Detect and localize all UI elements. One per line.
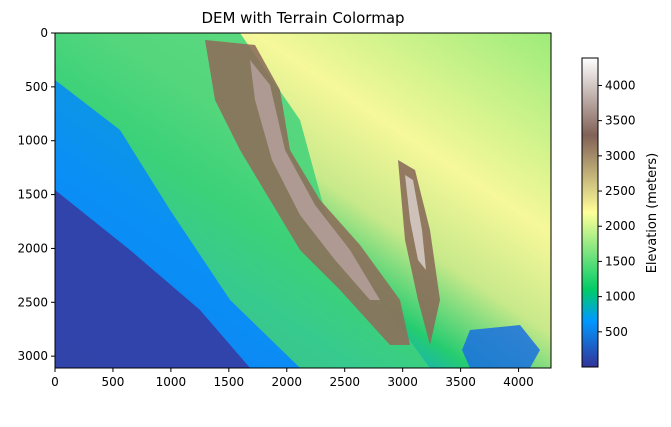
colorbar-tick-label: 1500 [605, 254, 636, 268]
y-tick-label: 2000 [17, 241, 48, 255]
chart-title: DEM with Terrain Colormap [201, 9, 404, 27]
colorbar-tick-label: 2000 [605, 219, 636, 233]
colorbar-ticks: 500 1000 1500 2000 2500 3000 3500 4000 [598, 78, 636, 339]
y-tick-label: 0 [40, 26, 48, 40]
dem-raster [55, 33, 551, 368]
deep-lowland [55, 190, 250, 368]
x-tick-label: 0 [51, 375, 59, 389]
y-axis-ticks: 0 500 1000 1500 2000 2500 3000 [17, 26, 55, 363]
x-tick-label: 1500 [214, 375, 245, 389]
y-tick-label: 3000 [17, 349, 48, 363]
colorbar-tick-label: 3000 [605, 149, 636, 163]
colorbar-tick-label: 2500 [605, 184, 636, 198]
x-tick-label: 2000 [272, 375, 303, 389]
eastern-peaks [405, 175, 426, 270]
plot-frame [54, 32, 552, 369]
x-tick-label: 4000 [503, 375, 534, 389]
colorbar-tick-label: 4000 [605, 78, 636, 92]
y-tick-label: 2500 [17, 295, 48, 309]
colorbar-tick-label: 500 [605, 325, 628, 339]
x-tick-label: 3500 [445, 375, 476, 389]
x-axis-ticks: 0 500 1000 1500 2000 2500 3000 3500 4000 [51, 368, 534, 389]
x-tick-label: 2500 [329, 375, 360, 389]
y-tick-label: 500 [25, 80, 48, 94]
y-tick-label: 1000 [17, 134, 48, 148]
colorbar-tick-label: 3500 [605, 114, 636, 128]
x-tick-label: 1000 [156, 375, 187, 389]
sierra-crest [250, 60, 380, 300]
x-tick-label: 3000 [387, 375, 418, 389]
x-tick-label: 500 [101, 375, 124, 389]
colorbar-tick-label: 1000 [605, 290, 636, 304]
basin-lake [462, 325, 540, 368]
colorbar-label: Elevation (meters) [645, 153, 660, 274]
y-tick-label: 1500 [17, 188, 48, 202]
colorbar [581, 57, 599, 368]
